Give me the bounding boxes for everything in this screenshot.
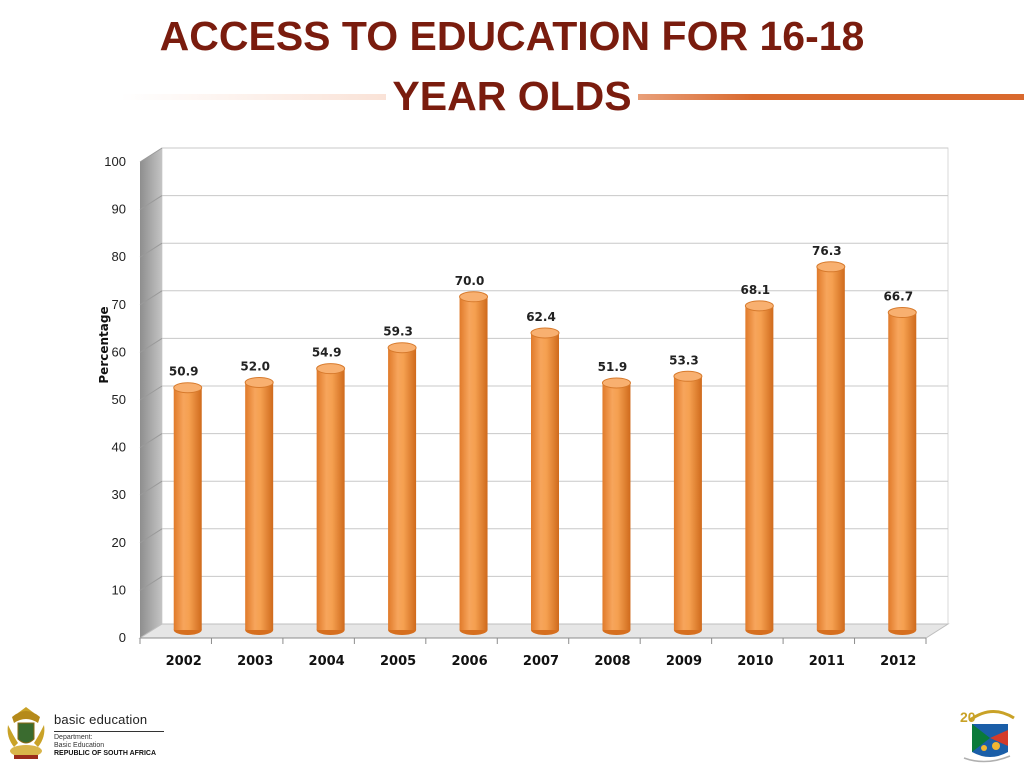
gridline-side: [139, 385, 163, 401]
anniversary-logo-icon: 20: [960, 709, 1015, 763]
x-tick-label: 2003: [237, 654, 273, 669]
x-tick-label: 2011: [809, 654, 845, 669]
y-tick-label: 10: [112, 582, 126, 597]
chart-data-labels: 50.9 52.0 54.9 59.3 70.0 62.4 51.9 53.3 68.1 76.3…: [169, 244, 913, 379]
gridline-side: [139, 528, 163, 544]
y-tick-label: 90: [112, 202, 126, 217]
data-label: 66.7: [883, 290, 913, 304]
data-label: 51.9: [598, 360, 628, 374]
x-axis-ticks: 2002 2003 2004 2005 2006 2007 2008 2009 2010 2011…: [139, 637, 927, 669]
x-tick-label: 2002: [166, 654, 202, 669]
data-label: 52.0: [240, 359, 270, 373]
data-label: 70.0: [455, 274, 485, 288]
x-tick-label: 2004: [309, 654, 345, 669]
bar: [316, 363, 346, 635]
gridline-side: [139, 195, 163, 211]
bar: [601, 377, 631, 635]
slide-title: ACCESS TO EDUCATION FOR 16-18 YEAR OLDS: [40, 6, 984, 126]
bar: [387, 342, 417, 635]
svg-text:20: 20: [960, 709, 976, 725]
gridline-side: [139, 147, 163, 163]
y-tick-label: 40: [112, 440, 126, 455]
gridline-side: [139, 337, 163, 353]
y-axis-label: Percentage: [97, 306, 111, 383]
dept-line-3: REPUBLIC OF SOUTH AFRICA: [54, 750, 157, 757]
data-label: 53.3: [669, 353, 699, 367]
coat-of-arms-icon: [7, 707, 45, 759]
y-tick-label: 70: [112, 297, 126, 312]
bar: [173, 382, 203, 635]
gridline-side: [139, 575, 163, 591]
x-tick-label: 2006: [451, 654, 487, 669]
x-tick-label: 2008: [594, 654, 630, 669]
bar-chart: 0 10 20 30 40 50 60 70 80 90 100 50.9 52.0 54.9 59.3 7…: [97, 147, 950, 669]
y-tick-label: 50: [112, 392, 126, 407]
x-tick-label: 2005: [380, 654, 416, 669]
x-tick-label: 2009: [666, 654, 702, 669]
x-tick-label: 2010: [737, 654, 773, 669]
gridline-side: [139, 480, 163, 496]
data-label: 62.4: [526, 310, 556, 324]
bar: [816, 261, 846, 635]
bar: [744, 300, 774, 635]
y-tick-label: 30: [112, 487, 126, 502]
x-tick-label: 2007: [523, 654, 559, 669]
slide-title-line-2: YEAR OLDS: [386, 66, 638, 126]
gridline-side: [139, 242, 163, 258]
slide-title-line-1: ACCESS TO EDUCATION FOR 16-18: [159, 13, 865, 59]
data-label: 68.1: [741, 283, 771, 297]
bar: [459, 291, 489, 635]
gridline-side: [139, 290, 163, 306]
data-label: 50.9: [169, 365, 199, 379]
dept-brand: basic education: [54, 712, 148, 727]
bar: [244, 376, 274, 635]
x-tick-label: 2012: [880, 654, 916, 669]
data-label: 76.3: [812, 244, 842, 258]
bar: [887, 307, 917, 635]
y-tick-label: 20: [112, 535, 126, 550]
y-tick-label: 0: [119, 630, 126, 645]
dept-line-2: Basic Education: [54, 742, 105, 749]
bar: [530, 327, 560, 635]
y-tick-label: 100: [104, 154, 126, 169]
data-label: 54.9: [312, 346, 342, 360]
y-tick-label: 80: [112, 249, 126, 264]
chart-bars: [173, 261, 917, 635]
gridline-side: [139, 433, 163, 449]
bar: [673, 370, 703, 635]
dept-line-1: Department:: [54, 734, 93, 741]
y-axis-ticks: 0 10 20 30 40 50 60 70 80 90 100: [104, 154, 126, 645]
dept-divider: [54, 731, 164, 732]
y-tick-label: 60: [112, 344, 126, 359]
data-label: 59.3: [383, 325, 413, 339]
